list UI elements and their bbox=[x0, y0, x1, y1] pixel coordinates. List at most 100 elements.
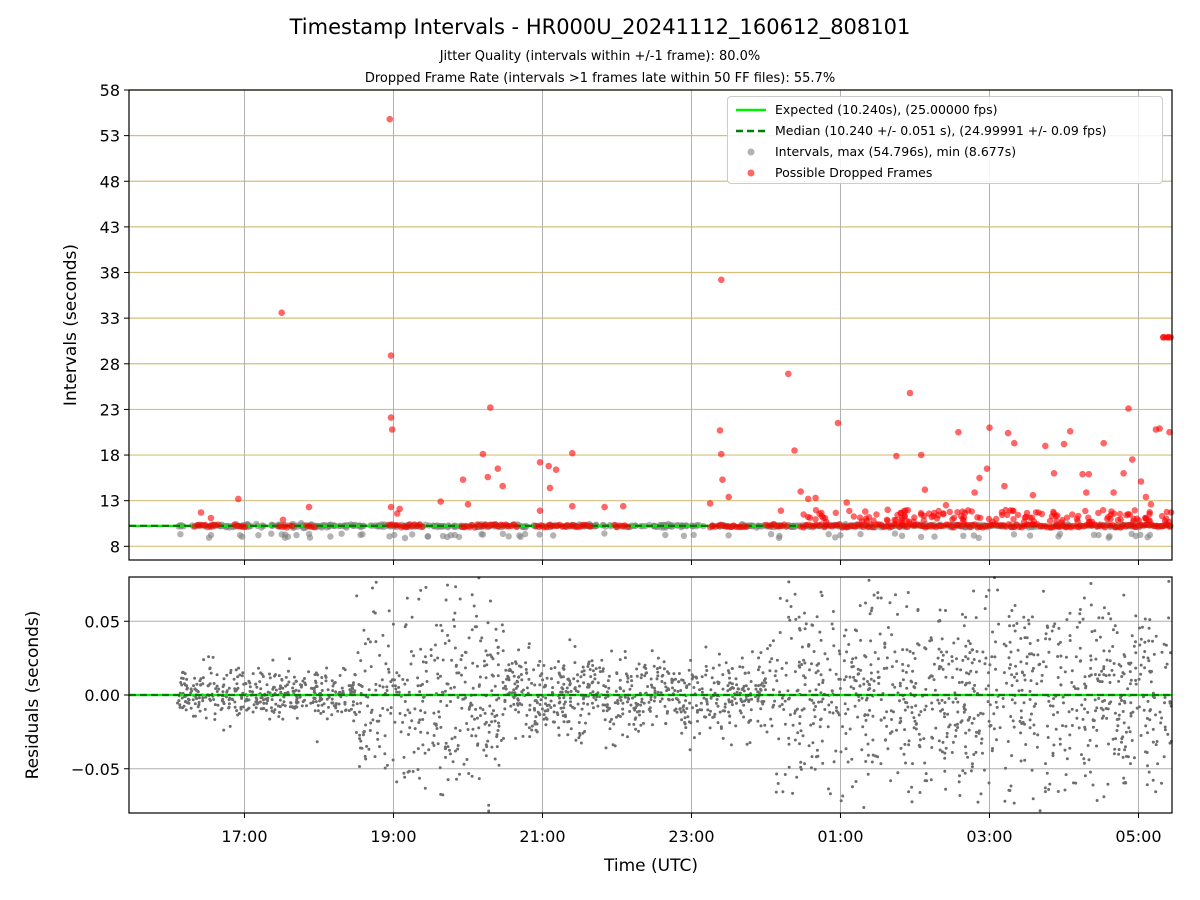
residual-point bbox=[1099, 706, 1103, 710]
residual-point bbox=[608, 727, 612, 731]
interval-point bbox=[601, 530, 608, 537]
residual-point bbox=[924, 772, 928, 776]
residual-point bbox=[671, 698, 675, 702]
residual-point bbox=[747, 720, 751, 724]
residual-point bbox=[819, 673, 823, 677]
residual-point bbox=[979, 792, 983, 796]
residual-point bbox=[703, 715, 706, 719]
residual-point bbox=[527, 646, 531, 649]
residual-point bbox=[241, 705, 245, 709]
residual-point bbox=[667, 672, 671, 675]
residual-point bbox=[544, 696, 548, 700]
intervals-y-tick-label: 33 bbox=[100, 309, 120, 328]
residual-point bbox=[334, 702, 338, 706]
residual-point bbox=[844, 712, 848, 716]
residual-point bbox=[712, 715, 716, 719]
interval-point bbox=[832, 534, 839, 541]
residual-point bbox=[332, 704, 336, 708]
residual-point bbox=[643, 663, 647, 667]
intervals-y-tick-label: 38 bbox=[100, 264, 120, 283]
residual-point bbox=[351, 687, 355, 690]
residual-point bbox=[530, 681, 534, 685]
residual-point bbox=[305, 704, 308, 708]
residual-point bbox=[594, 667, 598, 671]
residual-point bbox=[727, 698, 731, 702]
residual-point bbox=[405, 678, 409, 682]
residual-point bbox=[962, 710, 966, 714]
residual-point bbox=[938, 619, 942, 622]
residual-point bbox=[938, 748, 942, 752]
residual-point bbox=[640, 700, 644, 704]
residual-point bbox=[977, 729, 981, 733]
residual-point bbox=[741, 665, 745, 669]
residual-point bbox=[862, 682, 866, 686]
residual-point bbox=[1112, 673, 1116, 677]
residual-point bbox=[496, 645, 500, 649]
residual-point bbox=[407, 769, 411, 773]
residual-point bbox=[487, 803, 491, 807]
residual-point bbox=[964, 745, 967, 749]
dropped-frame-point bbox=[1053, 518, 1060, 525]
interval-point bbox=[386, 533, 393, 540]
residual-point bbox=[754, 687, 758, 691]
residual-point bbox=[325, 717, 329, 721]
residual-point bbox=[956, 710, 960, 714]
residual-point bbox=[1111, 737, 1115, 741]
residual-point bbox=[663, 681, 667, 685]
residual-point bbox=[756, 697, 760, 701]
residual-point bbox=[627, 697, 631, 701]
residual-point bbox=[1109, 617, 1113, 621]
residual-point bbox=[969, 669, 973, 673]
residual-point bbox=[1137, 677, 1141, 681]
residual-point bbox=[694, 675, 698, 679]
residual-point bbox=[845, 650, 849, 654]
residual-point bbox=[530, 724, 534, 728]
residual-point bbox=[1123, 745, 1127, 749]
residual-point bbox=[1010, 609, 1014, 612]
residual-point bbox=[966, 657, 970, 661]
residual-point bbox=[410, 719, 414, 723]
residual-point bbox=[1154, 634, 1158, 638]
residual-point bbox=[1042, 589, 1045, 593]
residual-point bbox=[864, 733, 868, 737]
residual-point bbox=[1139, 637, 1143, 641]
dropped-frame-point bbox=[437, 498, 445, 505]
residual-point bbox=[866, 713, 870, 717]
residual-point bbox=[209, 699, 212, 702]
residual-point bbox=[937, 739, 941, 743]
residual-point bbox=[692, 736, 696, 740]
residual-point bbox=[626, 700, 629, 704]
residual-point bbox=[581, 731, 585, 735]
dropped-frame-point bbox=[1147, 501, 1155, 508]
residual-point bbox=[222, 700, 225, 704]
residual-point bbox=[1123, 748, 1127, 752]
dropped-frame-point bbox=[1004, 429, 1012, 437]
residual-point bbox=[1048, 782, 1052, 786]
residual-point bbox=[1122, 699, 1126, 703]
residual-point bbox=[761, 702, 765, 706]
residual-point bbox=[964, 751, 968, 755]
dropped-frame-point bbox=[1060, 440, 1068, 448]
residual-point bbox=[497, 721, 500, 725]
residual-point bbox=[423, 786, 427, 790]
dropped-frame-point bbox=[821, 514, 829, 522]
residual-point bbox=[791, 723, 795, 727]
residual-point bbox=[1134, 614, 1138, 618]
residual-point bbox=[562, 706, 566, 710]
residual-point bbox=[1106, 707, 1110, 711]
residual-point bbox=[851, 665, 855, 668]
residual-point bbox=[1102, 649, 1106, 653]
residual-point bbox=[761, 671, 765, 675]
residual-point bbox=[1052, 713, 1055, 717]
residual-point bbox=[1063, 788, 1067, 792]
residual-point bbox=[1160, 716, 1164, 720]
residual-point bbox=[436, 742, 440, 746]
interval-point bbox=[177, 531, 184, 538]
dropped-frame-point bbox=[783, 523, 790, 530]
residual-point bbox=[730, 703, 734, 707]
residual-point bbox=[968, 642, 972, 646]
residual-point bbox=[1083, 727, 1087, 731]
residual-point bbox=[877, 675, 881, 679]
residual-point bbox=[229, 668, 233, 672]
residual-point bbox=[416, 684, 420, 688]
